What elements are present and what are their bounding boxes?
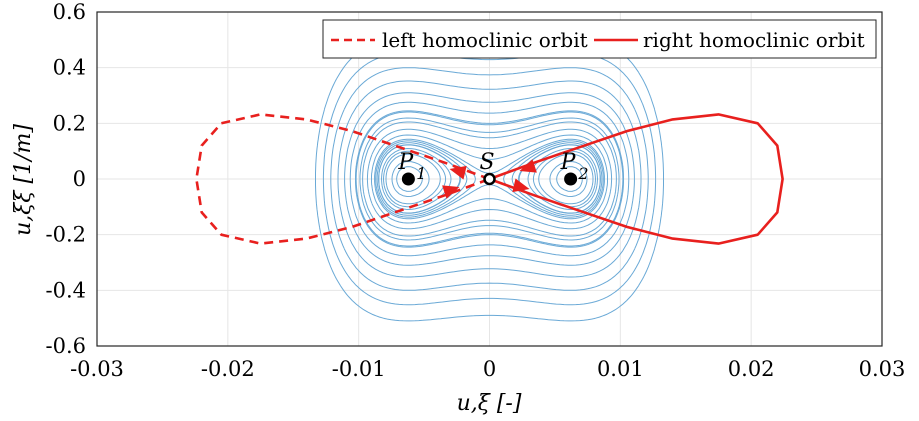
y-tick-label: 0.6 xyxy=(53,0,86,24)
y-tick-label: 0.2 xyxy=(53,111,86,135)
contour-line xyxy=(355,111,624,247)
contour-line xyxy=(366,128,613,230)
y-tick-label: -0.4 xyxy=(46,278,87,302)
equilibrium-point-marker xyxy=(483,172,496,186)
contour-line xyxy=(385,153,594,205)
flow-arrowhead xyxy=(519,159,537,173)
orbits xyxy=(195,113,784,245)
y-tick-label: 0.4 xyxy=(53,56,86,80)
contour-line xyxy=(362,121,617,237)
equilibrium-point-marker xyxy=(564,172,578,186)
x-tick-label: 0.01 xyxy=(597,357,644,381)
x-tick-label: 0.02 xyxy=(728,357,775,381)
equilibrium-point-label: S xyxy=(480,150,495,175)
x-tick-labels: -0.03 -0.02 -0.01 0 0.01 0.02 0.03 xyxy=(70,357,905,381)
legend: left homoclinic orbit right homoclinic o… xyxy=(322,19,877,59)
flow-arrowhead xyxy=(449,165,467,180)
contour-line xyxy=(337,80,642,278)
flow-arrowhead xyxy=(512,178,530,193)
legend-left-label: left homoclinic orbit xyxy=(382,28,588,52)
flow-arrows xyxy=(442,159,537,199)
y-tick-label: 0 xyxy=(73,167,86,191)
contour-line xyxy=(330,67,649,291)
x-axis-title: u,ξ [-] xyxy=(457,391,522,416)
y-tick-label: -0.2 xyxy=(46,223,87,247)
x-tick-label: -0.03 xyxy=(70,357,124,381)
contour-line xyxy=(391,161,588,197)
plot-frame xyxy=(96,11,883,347)
y-tick-labels: -0.6 -0.4 -0.2 0 0.2 0.4 0.6 xyxy=(46,0,87,358)
contour-line xyxy=(396,166,583,192)
contour-line xyxy=(349,101,630,257)
contour-line xyxy=(355,110,624,248)
flow-arrowhead xyxy=(442,185,460,199)
contour-lines xyxy=(315,36,664,322)
contour-line xyxy=(375,140,604,218)
y-tick-label: -0.6 xyxy=(46,334,87,358)
legend-right-label: right homoclinic orbit xyxy=(643,28,865,52)
x-tick-label: -0.02 xyxy=(201,357,255,381)
contour-line xyxy=(376,142,603,216)
left-homoclinic-orbit-line xyxy=(195,113,490,245)
right-homoclinic-orbit-line xyxy=(489,113,784,245)
contour-line xyxy=(371,134,608,224)
y-axis-title: u,ξξ [1/m] xyxy=(11,124,36,236)
x-tick-label: -0.01 xyxy=(332,357,386,381)
contour-line xyxy=(359,117,620,241)
x-tick-label: 0.03 xyxy=(859,357,906,381)
equilibrium-point-marker xyxy=(401,172,415,186)
contour-line xyxy=(344,92,635,266)
x-tick-label: 0 xyxy=(483,357,496,381)
